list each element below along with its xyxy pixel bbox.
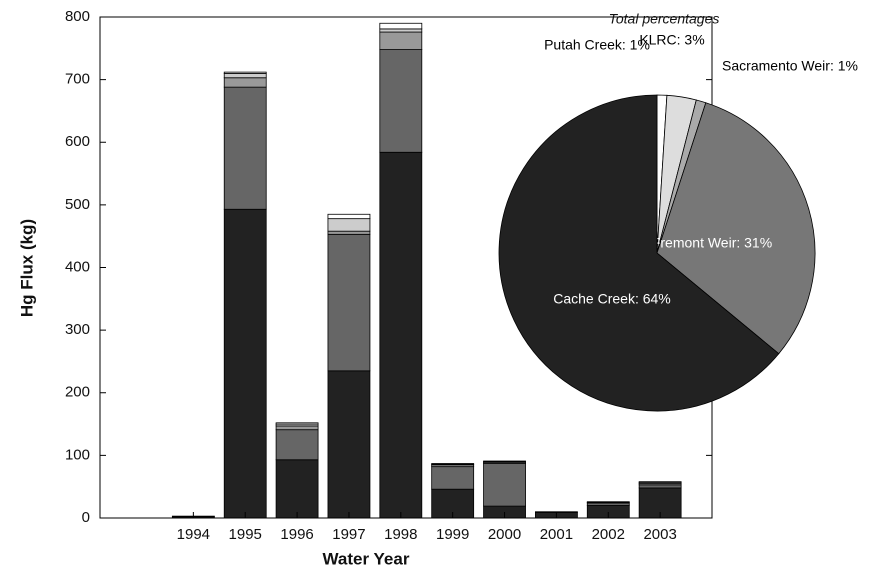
x-tick-label: 1997 — [332, 526, 365, 543]
bar-segment — [223, 86, 267, 210]
pie-label: Fremont Weir: 31% — [652, 235, 772, 251]
bar-segment — [483, 460, 526, 463]
pie-label: KLRC: 3% — [639, 32, 704, 48]
bar-segment — [275, 429, 319, 461]
bar-segment — [483, 463, 526, 507]
x-tick-label: 1996 — [280, 526, 313, 543]
bar-segment — [223, 71, 267, 74]
bar-segment — [431, 466, 475, 490]
bar-segment — [327, 230, 371, 235]
bar-segment — [223, 72, 267, 79]
bar-segment — [223, 77, 267, 88]
bar-segment — [379, 31, 423, 50]
y-tick-label: 500 — [65, 196, 90, 213]
pie-label: Cache Creek: 64% — [553, 291, 671, 307]
y-tick-label: 200 — [65, 384, 90, 401]
x-tick-label: 1994 — [177, 526, 210, 543]
y-tick-label: 300 — [65, 321, 90, 338]
x-tick-label: 1995 — [229, 526, 262, 543]
y-tick-label: 0 — [82, 509, 90, 526]
bar-segment — [379, 22, 423, 30]
bar-segment — [379, 49, 423, 153]
bar-segment — [638, 481, 682, 483]
bar-segment — [638, 484, 682, 489]
bar-segment — [327, 213, 371, 220]
pie-label: Putah Creek: 1% — [544, 37, 650, 53]
bar-segment — [275, 459, 319, 519]
x-tick-label: 2001 — [540, 526, 573, 543]
x-tick-label: 1999 — [436, 526, 469, 543]
y-tick-label: 800 — [65, 8, 90, 25]
y-tick-label: 700 — [65, 71, 90, 88]
bar-segment — [431, 463, 475, 465]
x-tick-label: 2002 — [592, 526, 625, 543]
y-tick-label: 100 — [65, 446, 90, 463]
pie-slice — [498, 94, 780, 412]
x-tick-label: 2003 — [643, 526, 676, 543]
bar-segment — [327, 233, 371, 372]
pie-slice — [656, 102, 816, 355]
bar-segment — [327, 370, 371, 519]
y-axis-label: Hg Flux (kg) — [17, 219, 36, 317]
bar-segment — [223, 208, 267, 519]
bar-segment — [275, 425, 319, 431]
bar-segment — [379, 151, 423, 519]
bar-segment — [275, 422, 319, 425]
x-tick-label: 1998 — [384, 526, 417, 543]
y-tick-label: 600 — [65, 133, 90, 150]
bar-segment — [586, 501, 630, 503]
pie-label: Sacramento Weir: 1% — [722, 58, 858, 74]
bar-segment — [379, 28, 423, 33]
x-axis-label: Water Year — [323, 549, 410, 568]
x-tick-label: 2000 — [488, 526, 521, 543]
bar-segment — [327, 218, 371, 232]
y-tick-label: 400 — [65, 258, 90, 275]
pie-title: Total percentages — [609, 11, 720, 27]
